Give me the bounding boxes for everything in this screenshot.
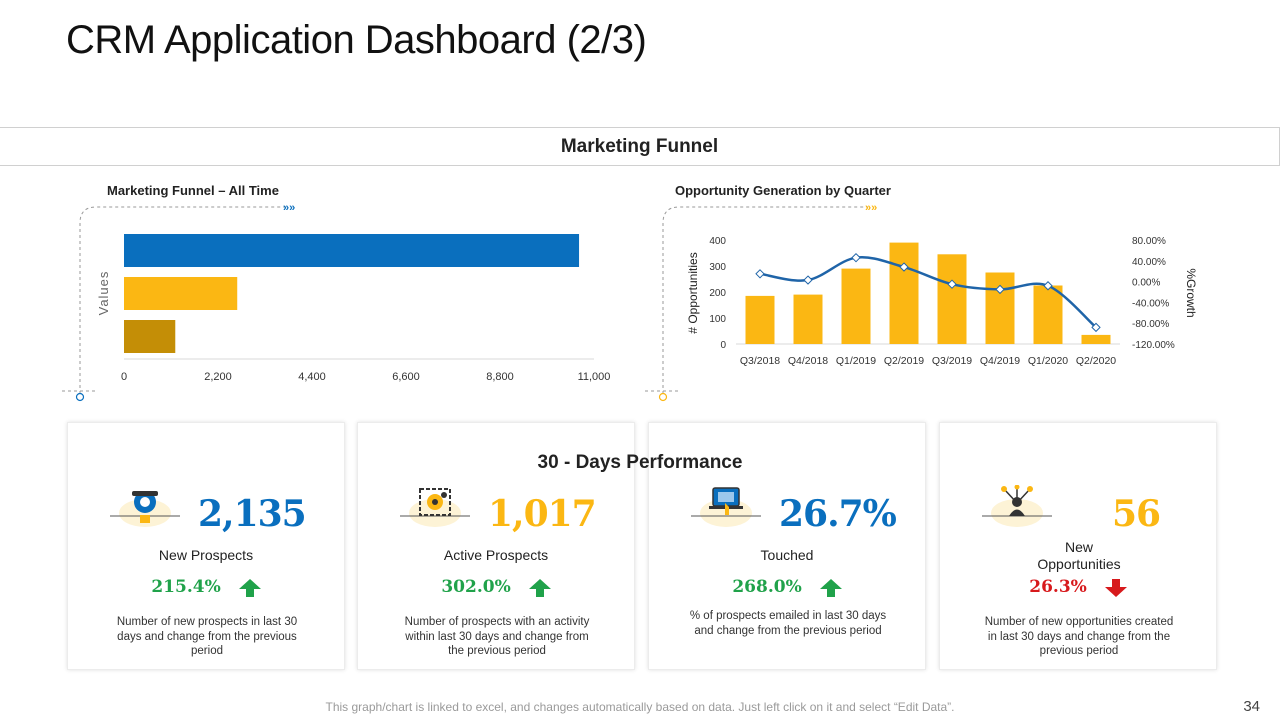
opportunity-bar[interactable] bbox=[985, 272, 1015, 345]
opportunity-bar[interactable] bbox=[793, 294, 823, 344]
opportunity-bar[interactable] bbox=[889, 242, 919, 344]
funnel-bar[interactable] bbox=[124, 234, 580, 267]
funnel-bar[interactable] bbox=[124, 320, 176, 353]
kpi-description: % of prospects emailed in last 30 days a… bbox=[689, 610, 887, 637]
y-tick-label: 100 bbox=[709, 314, 726, 325]
y-axis-label: Values bbox=[96, 271, 111, 316]
growth-point[interactable] bbox=[1091, 322, 1101, 333]
x-tick-label: Q3/2019 bbox=[932, 355, 972, 367]
kpi-card-new-opportunities: 56 New Opportunities 26.3% Number of new… bbox=[939, 422, 1217, 670]
y-tick-label: 0 bbox=[720, 340, 726, 351]
bracket-dot bbox=[658, 392, 668, 402]
page-title: CRM Application Dashboard (2/3) bbox=[66, 18, 647, 62]
kpi-description: Number of new prospects in last 30 days … bbox=[116, 616, 298, 657]
y-axis-label: # Opportunities bbox=[686, 252, 700, 333]
kpi-change-value: 268.0% bbox=[732, 577, 802, 597]
kpi-change: 302.0% bbox=[358, 577, 634, 597]
arrow-up-icon bbox=[238, 578, 261, 597]
kpi-value: 2,135 bbox=[198, 493, 307, 535]
x-tick-label: 11,000 bbox=[578, 371, 611, 383]
y-right-tick-label: -120.00% bbox=[1132, 340, 1175, 351]
arrow-down-icon bbox=[1104, 578, 1127, 597]
x-tick-label: Q2/2019 bbox=[884, 355, 924, 367]
opportunity-bar[interactable] bbox=[1033, 285, 1063, 345]
kpi-change-value: 26.3% bbox=[1029, 577, 1087, 597]
funnel-chart[interactable]: »» Values 0 2,200 4,400 6,600 8,800 11,000 bbox=[0, 165, 640, 405]
kpi-value: 1,017 bbox=[488, 493, 597, 535]
y-tick-label: 300 bbox=[709, 262, 726, 273]
opportunity-bar[interactable] bbox=[745, 295, 775, 344]
performance-title: 30 - Days Performance bbox=[537, 452, 743, 473]
x-tick-label: 0 bbox=[121, 371, 127, 383]
chevrons-icon: »» bbox=[283, 202, 295, 214]
kpi-change: 215.4% bbox=[68, 577, 344, 597]
kpi-change-value: 302.0% bbox=[441, 577, 511, 597]
funnel-bar[interactable] bbox=[124, 277, 238, 310]
funnel-chart-title: Marketing Funnel – All Time bbox=[107, 183, 279, 198]
opportunity-bar[interactable] bbox=[841, 268, 871, 344]
x-tick-label: Q4/2018 bbox=[788, 355, 828, 367]
growth-point[interactable] bbox=[803, 275, 813, 285]
growth-point[interactable] bbox=[947, 279, 957, 289]
kpi-change-value: 215.4% bbox=[151, 577, 221, 597]
section-header: Marketing Funnel bbox=[0, 127, 1280, 166]
x-tick-label: Q1/2020 bbox=[1028, 355, 1068, 367]
bracket-dot bbox=[75, 392, 85, 402]
y-right-tick-label: -40.00% bbox=[1132, 298, 1169, 309]
kpi-change: 268.0% bbox=[649, 577, 925, 597]
growth-point[interactable] bbox=[899, 262, 909, 272]
network-person-icon bbox=[982, 485, 1052, 527]
chevrons-icon: »» bbox=[865, 202, 877, 214]
kpi-label: New Opportunities bbox=[1037, 539, 1121, 572]
y-axis-label-right: %Growth bbox=[1184, 268, 1198, 317]
y-right-tick-label: 40.00% bbox=[1132, 257, 1166, 268]
x-tick-label: 4,400 bbox=[298, 371, 326, 383]
y-right-tick-label: 0.00% bbox=[1132, 278, 1160, 289]
x-tick-label: Q3/2018 bbox=[740, 355, 780, 367]
gear-wrench-icon bbox=[110, 491, 180, 527]
x-tick-label: 8,800 bbox=[486, 371, 514, 383]
x-tick-label: Q4/2019 bbox=[980, 355, 1020, 367]
x-tick-label: 6,600 bbox=[392, 371, 420, 383]
opportunity-bar[interactable] bbox=[937, 254, 967, 344]
kpi-value: 56 bbox=[1112, 493, 1161, 535]
team-gear-icon bbox=[400, 488, 470, 527]
footer-note: This graph/chart is linked to excel, and… bbox=[325, 700, 955, 714]
kpi-card-touched: 26.7% Touched 268.0% % of prospects emai… bbox=[648, 422, 926, 670]
growth-point[interactable] bbox=[755, 269, 765, 279]
kpi-change: 26.3% bbox=[940, 577, 1216, 597]
arrow-up-icon bbox=[819, 578, 842, 597]
kpi-value: 26.7% bbox=[779, 493, 897, 535]
kpi-label: Touched bbox=[760, 547, 814, 563]
section-title: Marketing Funnel bbox=[560, 135, 719, 157]
kpi-card-active-prospects: 1,017 Active Prospects 302.0% Number of … bbox=[357, 422, 635, 670]
kpi-description: Number of new opportunities created in l… bbox=[984, 616, 1174, 657]
kpi-card-new-prospects: 2,135 New Prospects 215.4% Number of new… bbox=[67, 422, 345, 670]
opportunity-bar[interactable] bbox=[1081, 334, 1111, 344]
opportunity-chart[interactable]: »» # Opportunities %Growth 0 100 200 300 400… bbox=[640, 165, 1200, 405]
growth-point[interactable] bbox=[1043, 281, 1053, 291]
kpi-label: New Prospects bbox=[158, 547, 254, 563]
y-tick-label: 400 bbox=[709, 236, 726, 247]
x-tick-label: Q1/2019 bbox=[836, 355, 876, 367]
growth-point[interactable] bbox=[995, 284, 1005, 295]
arrow-up-icon bbox=[528, 578, 551, 597]
kpi-label: Active Prospects bbox=[443, 547, 549, 563]
x-tick-label: 2,200 bbox=[204, 371, 232, 383]
y-right-tick-label: -80.00% bbox=[1132, 319, 1169, 330]
growth-point[interactable] bbox=[851, 252, 861, 263]
y-tick-label: 200 bbox=[709, 288, 726, 299]
y-right-tick-label: 80.00% bbox=[1132, 236, 1166, 247]
kpi-description: Number of prospects with an activity wit… bbox=[404, 616, 590, 657]
opportunity-chart-title: Opportunity Generation by Quarter bbox=[675, 183, 891, 198]
x-tick-label: Q2/2020 bbox=[1076, 355, 1116, 367]
laptop-touch-icon bbox=[691, 487, 761, 527]
page-number: 34 bbox=[1243, 698, 1260, 715]
